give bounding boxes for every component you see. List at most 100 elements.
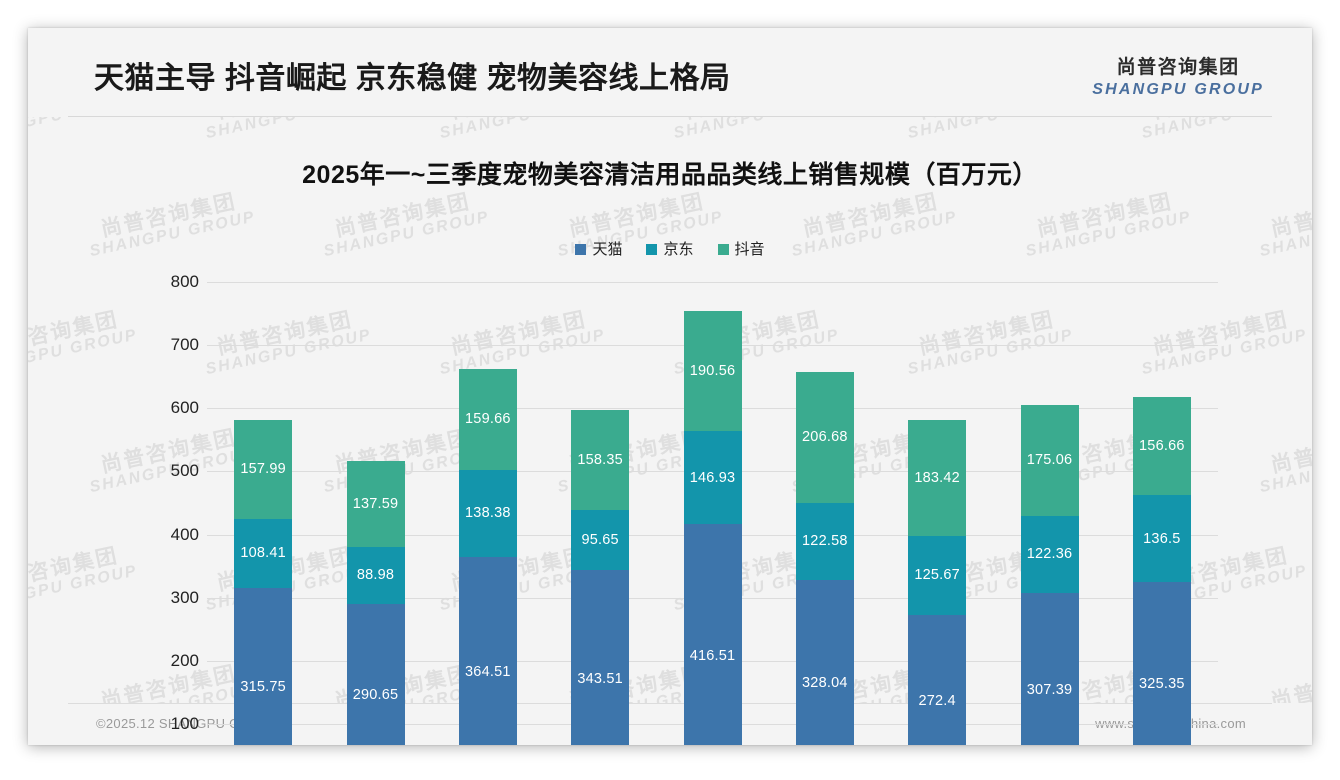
bar-segment-天猫-M5[interactable]: 416.51 (683, 524, 742, 745)
bar-value-label: 206.68 (802, 429, 848, 446)
bar-value-label: 272.4 (918, 693, 956, 710)
legend-item-京东[interactable]: 京东 (646, 238, 694, 259)
bar-stack-M8[interactable]: 175.06 122.36 307.39 (1020, 405, 1079, 745)
bar-segment-抖音-M6[interactable]: 206.68 (795, 372, 854, 503)
bar-stack-M1[interactable]: 157.99 108.41 315.75 (234, 419, 293, 745)
bar-segment-京东-M6[interactable]: 122.58 (795, 502, 854, 580)
bar-stack-M6[interactable]: 206.68 122.58 328.04 (795, 372, 854, 745)
y-axis-tick-label: 600 (170, 398, 199, 418)
bar-segment-抖音-M9[interactable]: 156.66 (1132, 396, 1191, 496)
header-divider (68, 116, 1272, 117)
bar-value-label: 190.56 (689, 363, 736, 380)
bar-segment-天猫-M8[interactable]: 307.39 (1020, 592, 1079, 745)
bar-value-label: 136.5 (1143, 530, 1181, 547)
footer-divider (68, 703, 1272, 704)
bar-value-label: 158.35 (577, 451, 623, 468)
legend-swatch-icon (646, 244, 658, 255)
bar-segment-天猫-M4[interactable]: 343.51 (571, 570, 630, 745)
bar-value-label: 95.65 (581, 531, 619, 548)
y-axis-tick-label: 800 (170, 272, 199, 291)
footer-copyright: ©2025.12 SHANGPU GROUP (96, 716, 279, 731)
page-title: 天猫主导 抖音崛起 京东稳健 宠物美容线上格局 (94, 62, 731, 95)
bar-segment-抖音-M3[interactable]: 159.66 (458, 368, 517, 470)
bar-segment-京东-M5[interactable]: 146.93 (683, 431, 742, 525)
bar-value-label: 122.58 (802, 533, 848, 550)
y-axis-tick-label: 400 (170, 524, 199, 544)
bar-segment-天猫-M9[interactable]: 325.35 (1132, 581, 1191, 745)
bar-segment-天猫-M3[interactable]: 364.51 (458, 556, 517, 745)
bar-value-label: 290.65 (352, 687, 399, 704)
bar-stack-M2[interactable]: 137.59 88.98 290.65 (346, 460, 405, 745)
bar-value-label: 138.38 (465, 505, 511, 522)
legend-item-抖音[interactable]: 抖音 (717, 238, 765, 259)
bar-value-label: 183.42 (914, 469, 960, 486)
bar-stack-M5[interactable]: 190.56 146.93 416.51 (683, 311, 742, 745)
bar-value-label: 156.66 (1139, 438, 1185, 455)
bar-value-label: 157.99 (240, 461, 286, 478)
bar-segment-抖音-M2[interactable]: 137.59 (346, 460, 405, 548)
bar-value-label: 122.36 (1026, 546, 1073, 563)
brand-logo-cn: 尚普咨询集团 (1116, 57, 1240, 78)
bar-segment-京东-M1[interactable]: 108.41 (234, 519, 293, 588)
bar-value-label: 159.66 (465, 411, 511, 428)
bar-segment-抖音-M1[interactable]: 157.99 (234, 419, 293, 520)
legend-label: 天猫 (592, 241, 623, 258)
bar-value-label: 307.39 (1026, 681, 1073, 698)
legend-label: 抖音 (734, 241, 765, 258)
bar-segment-京东-M4[interactable]: 95.65 (571, 509, 630, 571)
slide-header: 天猫主导 抖音崛起 京东稳健 宠物美容线上格局 尚普咨询集团 SHANGPU G… (28, 28, 1312, 117)
bar-stack-M4[interactable]: 158.35 95.65 343.51 (571, 409, 630, 745)
bar-segment-天猫-M6[interactable]: 328.04 (795, 579, 854, 745)
legend-label: 京东 (663, 241, 694, 258)
bar-value-label: 146.93 (689, 469, 736, 486)
slide-footer: ©2025.12 SHANGPU GROUP www.shangpu-china… (28, 703, 1312, 745)
chart-legend: 天猫 京东 抖音 (28, 238, 1312, 259)
bar-value-label: 343.51 (577, 670, 623, 687)
bar-segment-天猫-M1[interactable]: 315.75 (234, 587, 293, 745)
chart-plot-area: 8007006005004003002001000157.99108.41315… (171, 272, 1218, 745)
bar-value-label: 328.04 (802, 675, 848, 692)
bar-segment-京东-M7[interactable]: 125.67 (908, 535, 967, 616)
bar-stack-M3[interactable]: 159.66 138.38 364.51 (458, 368, 517, 745)
bar-value-label: 364.51 (465, 663, 511, 680)
bar-segment-天猫-M7[interactable]: 272.4 (908, 615, 967, 745)
bar-segment-京东-M8[interactable]: 122.36 (1020, 515, 1079, 593)
slide-canvas: 天猫主导 抖音崛起 京东稳健 宠物美容线上格局 尚普咨询集团 SHANGPU G… (28, 28, 1312, 745)
bar-segment-抖音-M4[interactable]: 158.35 (571, 409, 630, 510)
bar-value-label: 325.35 (1139, 676, 1185, 693)
bar-value-label: 315.75 (240, 679, 286, 696)
bar-value-label: 125.67 (914, 567, 960, 584)
bar-segment-京东-M2[interactable]: 88.98 (346, 547, 405, 604)
bar-stack-M7[interactable]: 183.42 125.67 272.4 (908, 419, 967, 745)
bar-segment-天猫-M2[interactable]: 290.65 (346, 603, 405, 745)
bar-segment-抖音-M5[interactable]: 190.56 (683, 311, 742, 432)
legend-swatch-icon (717, 244, 729, 255)
y-axis-tick-label: 700 (170, 335, 199, 355)
bar-value-label: 88.98 (356, 567, 395, 584)
bar-value-label: 416.51 (689, 647, 736, 664)
bar-stack-M9[interactable]: 156.66 136.5 325.35 (1132, 396, 1191, 745)
chart-gridline (207, 282, 1218, 283)
bar-segment-抖音-M7[interactable]: 183.42 (908, 419, 967, 536)
brand-logo-en: SHANGPU GROUP (1092, 81, 1264, 98)
legend-item-天猫[interactable]: 天猫 (575, 238, 622, 259)
chart-title: 2025年一~三季度宠物美容清洁用品品类线上销售规模（百万元） (302, 161, 1038, 189)
chart-container: 尚普咨询集团 SHANGPU GROUP 尚普咨询集团 SHANGPU GROUP 尚普… (28, 117, 1312, 745)
y-axis-tick-label: 500 (170, 461, 199, 481)
y-axis-tick-label: 100 (170, 713, 199, 733)
legend-swatch-icon (575, 244, 587, 255)
bar-segment-京东-M3[interactable]: 138.38 (458, 469, 517, 557)
y-axis-tick-label: 300 (170, 587, 199, 607)
bar-segment-抖音-M8[interactable]: 175.06 (1020, 405, 1079, 516)
bar-segment-京东-M9[interactable]: 136.5 (1132, 495, 1191, 582)
